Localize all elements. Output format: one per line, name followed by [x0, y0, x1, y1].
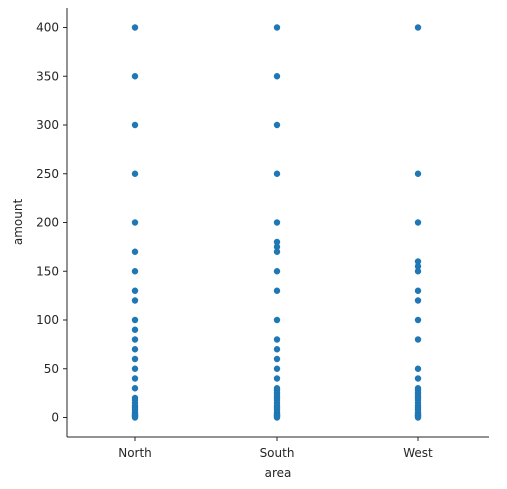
data-point: [273, 365, 281, 372]
y-tick-label: 150: [36, 264, 59, 278]
data-point: [414, 414, 422, 421]
data-point: [273, 355, 281, 363]
data-point: [273, 375, 281, 382]
data-point: [131, 375, 139, 382]
data-point: [131, 219, 139, 226]
data-points: [131, 24, 422, 421]
data-point: [131, 73, 139, 80]
y-tick-label: 0: [51, 411, 59, 425]
data-point: [414, 297, 422, 304]
data-point: [131, 297, 139, 304]
data-point: [273, 243, 281, 251]
x-tick-label: South: [260, 446, 295, 460]
data-point: [414, 24, 422, 31]
data-point: [131, 170, 139, 177]
data-point: [273, 219, 281, 226]
y-axis-label: amount: [11, 199, 25, 246]
data-point: [131, 365, 139, 372]
data-point: [273, 316, 281, 324]
y-tick-label: 250: [36, 167, 59, 181]
data-point: [131, 24, 139, 31]
data-point: [273, 121, 281, 129]
data-point: [273, 170, 281, 177]
data-point: [131, 385, 139, 392]
x-tick-label: West: [403, 446, 433, 460]
data-point: [273, 414, 281, 421]
data-point: [131, 346, 139, 353]
data-point: [131, 287, 139, 294]
data-point: [131, 355, 139, 363]
y-axis-ticks: 0 50 100 150 200 250 300 350 400: [36, 21, 67, 425]
data-point: [131, 121, 139, 129]
data-point: [273, 268, 281, 275]
data-point: [131, 326, 139, 333]
y-tick-label: 400: [36, 21, 59, 35]
data-point: [273, 248, 281, 255]
data-point: [273, 336, 281, 343]
y-tick-label: 350: [36, 69, 59, 83]
data-point: [273, 238, 281, 246]
x-axis-label: area: [265, 466, 292, 480]
data-point: [414, 287, 422, 294]
data-point: [131, 268, 139, 275]
data-point: [414, 170, 422, 177]
data-point: [414, 219, 422, 226]
data-point: [414, 336, 422, 343]
data-point: [131, 414, 139, 421]
data-point: [273, 24, 281, 31]
data-point: [131, 316, 139, 324]
data-point: [273, 287, 281, 294]
data-point: [131, 248, 139, 255]
data-point: [273, 346, 281, 353]
x-axis-ticks: North South West: [118, 437, 433, 460]
data-point: [131, 336, 139, 343]
data-point: [414, 268, 422, 275]
data-point: [414, 375, 422, 382]
y-tick-label: 200: [36, 216, 59, 230]
data-point: [414, 365, 422, 372]
data-point: [273, 73, 281, 80]
x-tick-label: North: [118, 446, 152, 460]
y-tick-label: 50: [44, 362, 59, 376]
y-tick-label: 100: [36, 313, 59, 327]
y-tick-label: 300: [36, 118, 59, 132]
data-point: [414, 316, 422, 324]
data-point: [414, 263, 422, 270]
data-point: [414, 258, 422, 265]
